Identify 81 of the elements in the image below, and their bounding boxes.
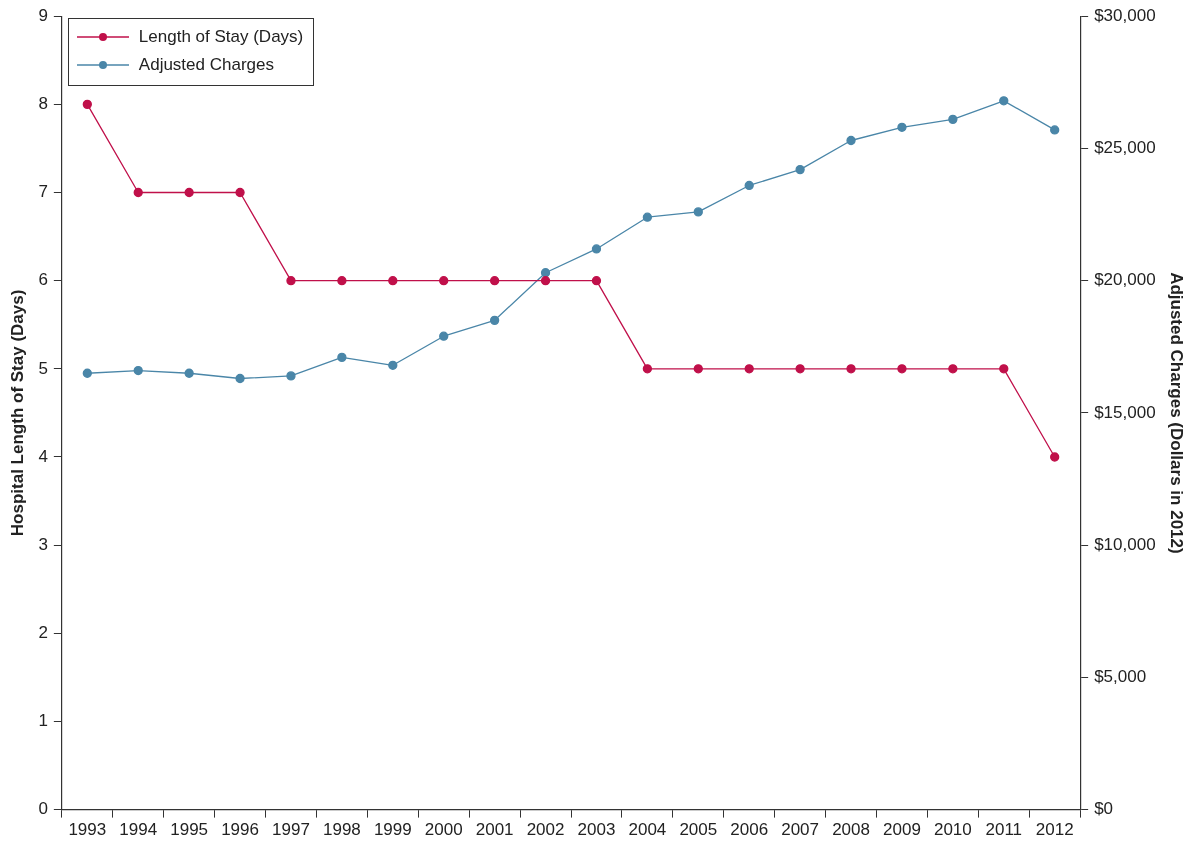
y-tick-label: 6	[38, 270, 48, 290]
x-tick-label: 1999	[373, 820, 412, 840]
point	[948, 114, 958, 124]
y-tick-label: 1	[38, 711, 48, 731]
y2-tick-label: $0	[1094, 799, 1114, 819]
x-tick-label: 2000	[424, 820, 463, 840]
legend-label: Adjusted Charges	[138, 55, 274, 76]
point	[642, 364, 653, 374]
x-tick-label: 2012	[1035, 820, 1074, 840]
point	[388, 276, 398, 286]
y2-tick-label: $5,000	[1094, 667, 1147, 687]
x-tick-label: 2007	[781, 820, 820, 840]
y2-tick-label: $10,000	[1094, 534, 1156, 554]
y-axis-title: Hospital Length of Stay (Days)	[7, 289, 27, 537]
x-tick-label: 1998	[322, 820, 361, 840]
point	[235, 373, 245, 384]
x-tick-label: 2005	[679, 820, 718, 840]
x-tick-label: 1993	[68, 820, 107, 840]
point	[897, 364, 907, 374]
point	[82, 99, 92, 110]
legend-label: Length of Stay (Days)	[138, 27, 304, 48]
point	[693, 207, 703, 217]
point	[897, 122, 907, 132]
x-tick-label: 2010	[933, 820, 972, 840]
point	[642, 212, 653, 222]
point	[540, 268, 551, 278]
point	[948, 364, 958, 374]
point	[591, 276, 602, 286]
point	[693, 364, 703, 374]
y2-tick-label: $30,000	[1094, 5, 1156, 25]
point	[540, 276, 551, 286]
y-tick-label: 9	[38, 5, 48, 25]
point	[846, 135, 856, 146]
y2-tick-label: $20,000	[1094, 270, 1156, 290]
point	[795, 164, 805, 175]
y-tick-label: 3	[38, 534, 48, 554]
point	[82, 368, 92, 378]
point	[591, 244, 602, 254]
x-tick-label: 2002	[526, 820, 565, 840]
point	[388, 360, 398, 370]
x-tick-label: 2001	[475, 820, 514, 840]
y-tick-label: 2	[38, 622, 48, 642]
point	[235, 187, 245, 198]
point	[184, 368, 194, 378]
x-tick-label: 1994	[119, 820, 158, 840]
y2-axis-title: Adjusted Charges (Dollars in 2012)	[1167, 272, 1187, 554]
point	[489, 276, 500, 286]
point	[133, 365, 143, 376]
point	[133, 187, 143, 198]
point	[846, 364, 856, 374]
point	[439, 331, 449, 341]
point	[439, 276, 449, 286]
x-tick-label: 2003	[577, 820, 616, 840]
point	[999, 364, 1009, 374]
point	[1050, 452, 1060, 462]
point	[286, 371, 296, 381]
point	[286, 276, 296, 286]
point	[744, 364, 754, 374]
y-tick-label: 7	[38, 182, 48, 202]
x-tick-label: 2006	[730, 820, 769, 840]
x-tick-label: 1997	[272, 820, 310, 840]
y-tick-label: 0	[38, 799, 48, 819]
point	[337, 276, 347, 286]
x-tick-label: 2004	[628, 820, 667, 840]
point	[1050, 125, 1060, 135]
y2-tick-label: $15,000	[1094, 402, 1156, 422]
x-tick-label: 2011	[985, 820, 1023, 840]
point	[489, 315, 500, 325]
point	[184, 187, 194, 198]
point	[795, 364, 805, 374]
y-tick-label: 8	[38, 94, 48, 114]
x-tick-label: 2009	[883, 820, 921, 840]
y-tick-label: 4	[38, 446, 48, 466]
point	[999, 96, 1009, 106]
y-tick-label: 5	[38, 358, 48, 378]
y2-tick-label: $25,000	[1094, 138, 1156, 158]
point	[337, 352, 347, 363]
x-tick-label: 2008	[832, 820, 870, 840]
point	[744, 180, 754, 191]
x-tick-label: 1995	[170, 820, 209, 840]
x-tick-label: 1996	[221, 820, 259, 840]
